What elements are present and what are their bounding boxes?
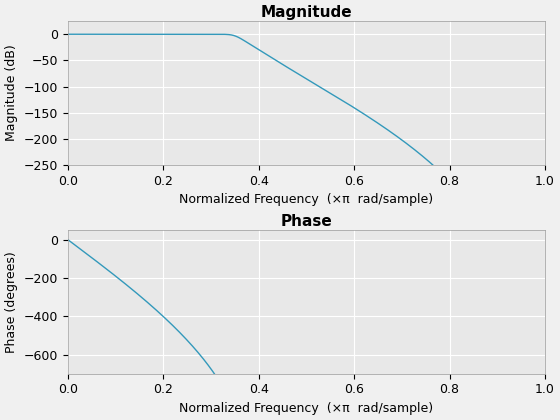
Y-axis label: Phase (degrees): Phase (degrees): [5, 251, 18, 353]
Title: Magnitude: Magnitude: [260, 5, 352, 20]
X-axis label: Normalized Frequency  (×π  rad/sample): Normalized Frequency (×π rad/sample): [179, 402, 433, 415]
X-axis label: Normalized Frequency  (×π  rad/sample): Normalized Frequency (×π rad/sample): [179, 193, 433, 206]
Title: Phase: Phase: [281, 214, 332, 229]
Y-axis label: Magnitude (dB): Magnitude (dB): [5, 45, 18, 142]
